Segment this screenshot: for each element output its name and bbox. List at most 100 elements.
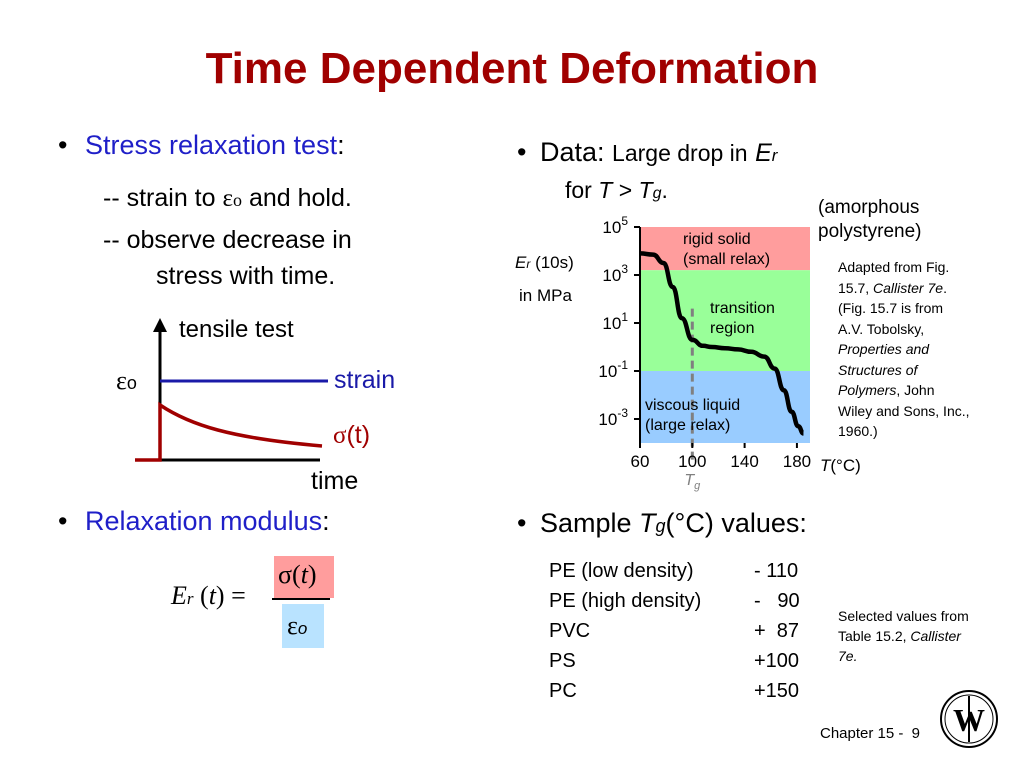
time-label: time bbox=[311, 467, 359, 495]
bullet-dot: • bbox=[58, 506, 68, 536]
y-axis-E: E bbox=[515, 253, 527, 272]
formula-E: E bbox=[171, 581, 187, 610]
x-tick-label: 140 bbox=[730, 452, 758, 471]
slide-title: Time Dependent Deformation bbox=[205, 44, 819, 93]
tg-axis-label: Tg bbox=[684, 472, 701, 492]
data-desc-T: T bbox=[598, 177, 613, 203]
y-tick-label: 101 bbox=[602, 310, 628, 333]
stress-time-line: stress with time. bbox=[156, 262, 336, 290]
y-axis-r: r bbox=[526, 257, 531, 271]
x-tick-label: 180 bbox=[783, 452, 811, 471]
table-source-2: Table 15.2, Callister bbox=[838, 628, 961, 644]
citation-line: Polymers, John bbox=[838, 382, 935, 398]
formula-eps-sub: o bbox=[297, 619, 308, 638]
data-desc-r: r bbox=[771, 146, 778, 165]
strain-hold-prefix: -- strain to bbox=[103, 184, 216, 212]
y-axis-label: Er (10s) bbox=[515, 253, 574, 272]
table-row: PE (low density) - 110 bbox=[549, 556, 800, 586]
strain-label: strain bbox=[334, 366, 396, 394]
bullet-relaxation-modulus: • Relaxation modulus: bbox=[58, 506, 330, 537]
bullet-dot: • bbox=[58, 130, 68, 160]
formula-numerator: σ(t) bbox=[278, 560, 317, 589]
table-material: PVC bbox=[549, 620, 591, 642]
fraction-bar bbox=[272, 598, 330, 600]
data-desc-dot: . bbox=[661, 177, 668, 203]
table-row: PC +150 bbox=[549, 676, 800, 706]
strain-hold-line: -- strain to εo and hold. bbox=[103, 184, 352, 213]
strain-hold-suffix: and hold. bbox=[248, 184, 352, 212]
formula-r: r bbox=[186, 589, 194, 608]
data-desc-gt: > bbox=[618, 177, 633, 203]
tensile-test-schematic bbox=[135, 318, 328, 462]
citation-line: Wiley and Sons, Inc., bbox=[838, 402, 970, 419]
citation-line: 1960.) bbox=[838, 423, 878, 439]
y-axis-arrow bbox=[153, 318, 167, 332]
table-material: PE (high density) bbox=[549, 590, 702, 612]
observe-line: -- observe decrease in bbox=[103, 226, 352, 254]
data-desc-E: E bbox=[755, 139, 772, 167]
citation-line: Properties and bbox=[838, 341, 930, 357]
table-material: PC bbox=[549, 680, 577, 702]
bullet-dot: • bbox=[517, 137, 527, 167]
modulus-curve bbox=[639, 251, 805, 436]
colon: : bbox=[322, 506, 330, 536]
tensile-test-label: tensile test bbox=[179, 316, 294, 343]
data-label: Data: bbox=[539, 137, 605, 167]
region-label-rigid: rigid solid (small relax) bbox=[683, 231, 771, 268]
table-material: PS bbox=[549, 650, 576, 672]
y-tick-label: 10-3 bbox=[598, 406, 628, 429]
sigma-t-arg: (t) bbox=[346, 421, 371, 449]
x-tick-label: 60 bbox=[631, 452, 650, 471]
region-label-viscous: viscous liquid (large relax) bbox=[645, 397, 741, 434]
y-tick-label: 103 bbox=[602, 262, 628, 285]
bullet-dot: • bbox=[517, 508, 527, 538]
sample-label-1: Sample bbox=[539, 508, 632, 538]
table-source-3: 7e. bbox=[838, 648, 858, 664]
chapter-footer: Chapter 15 - 9 bbox=[820, 725, 920, 742]
region-label-transition: transition region bbox=[710, 300, 775, 337]
stress-curve bbox=[135, 401, 323, 462]
bullet-data: • Data: Large drop in Er bbox=[517, 137, 777, 168]
bullet-stress-relaxation: • Stress relaxation test: bbox=[58, 130, 345, 161]
citation-line: (Fig. 15.7 is from bbox=[838, 300, 944, 316]
formula-lhs: Er (t) = bbox=[171, 581, 246, 610]
table-value: - 110 bbox=[754, 560, 799, 582]
epsilon-o-label: εo bbox=[116, 366, 137, 396]
sample-label-g: g bbox=[655, 516, 666, 536]
table-row: PE (high density) - 90 bbox=[549, 586, 800, 616]
x-tick-label: 100 bbox=[678, 452, 706, 471]
table-source-1: Selected values from bbox=[838, 608, 969, 624]
y-tick-label: 10-1 bbox=[598, 358, 628, 381]
relaxation-modulus-term: Relaxation modulus bbox=[84, 506, 323, 536]
tg-table: PE (low density) - 110 PE (high density) -… bbox=[549, 556, 800, 706]
modulus-temperature-chart: 105 103 101 10-1 10-3 60 100 140 180 Tg bbox=[598, 215, 811, 492]
material-note-2: polystyrene) bbox=[818, 221, 922, 242]
formula-denominator: εo bbox=[287, 611, 308, 640]
table-value: + 87 bbox=[754, 620, 800, 642]
table-value: +100 bbox=[754, 650, 800, 672]
y-axis-units: in MPa bbox=[519, 286, 572, 305]
formula-t: t bbox=[208, 581, 216, 610]
bullet-sample-tg: • Sample Tg(°C) values: bbox=[517, 508, 807, 539]
table-row: PS +100 bbox=[549, 646, 800, 676]
citation-line: 15.7, Callister 7e. bbox=[838, 279, 947, 296]
figure-citation: Adapted from Fig. 15.7, Callister 7e. (F… bbox=[838, 257, 970, 442]
table-row: PVC + 87 bbox=[549, 616, 800, 646]
region-0 bbox=[640, 227, 810, 271]
citation-line: Adapted from Fig. bbox=[838, 259, 950, 275]
formula-numerator-box bbox=[274, 556, 334, 598]
sample-label-2: (°C) values: bbox=[665, 508, 807, 538]
table-material: PE (low density) bbox=[549, 560, 694, 582]
sigma-t-label: σ(t) bbox=[333, 421, 370, 450]
data-desc-Tg: T bbox=[638, 177, 653, 203]
epsilon-o-sub: o bbox=[126, 373, 137, 393]
x-axis-label: T(°C) bbox=[820, 456, 861, 475]
table-value: - 90 bbox=[754, 590, 800, 612]
region-1 bbox=[640, 270, 810, 371]
citation-line: A.V. Tobolsky, bbox=[838, 320, 925, 337]
page-number: 9 bbox=[911, 725, 920, 742]
epsilon-sub: o bbox=[232, 190, 242, 210]
table-source: Selected values from Table 15.2, Callist… bbox=[838, 606, 969, 666]
formula-denominator-box bbox=[282, 604, 324, 648]
y-tick-label: 105 bbox=[602, 215, 628, 237]
